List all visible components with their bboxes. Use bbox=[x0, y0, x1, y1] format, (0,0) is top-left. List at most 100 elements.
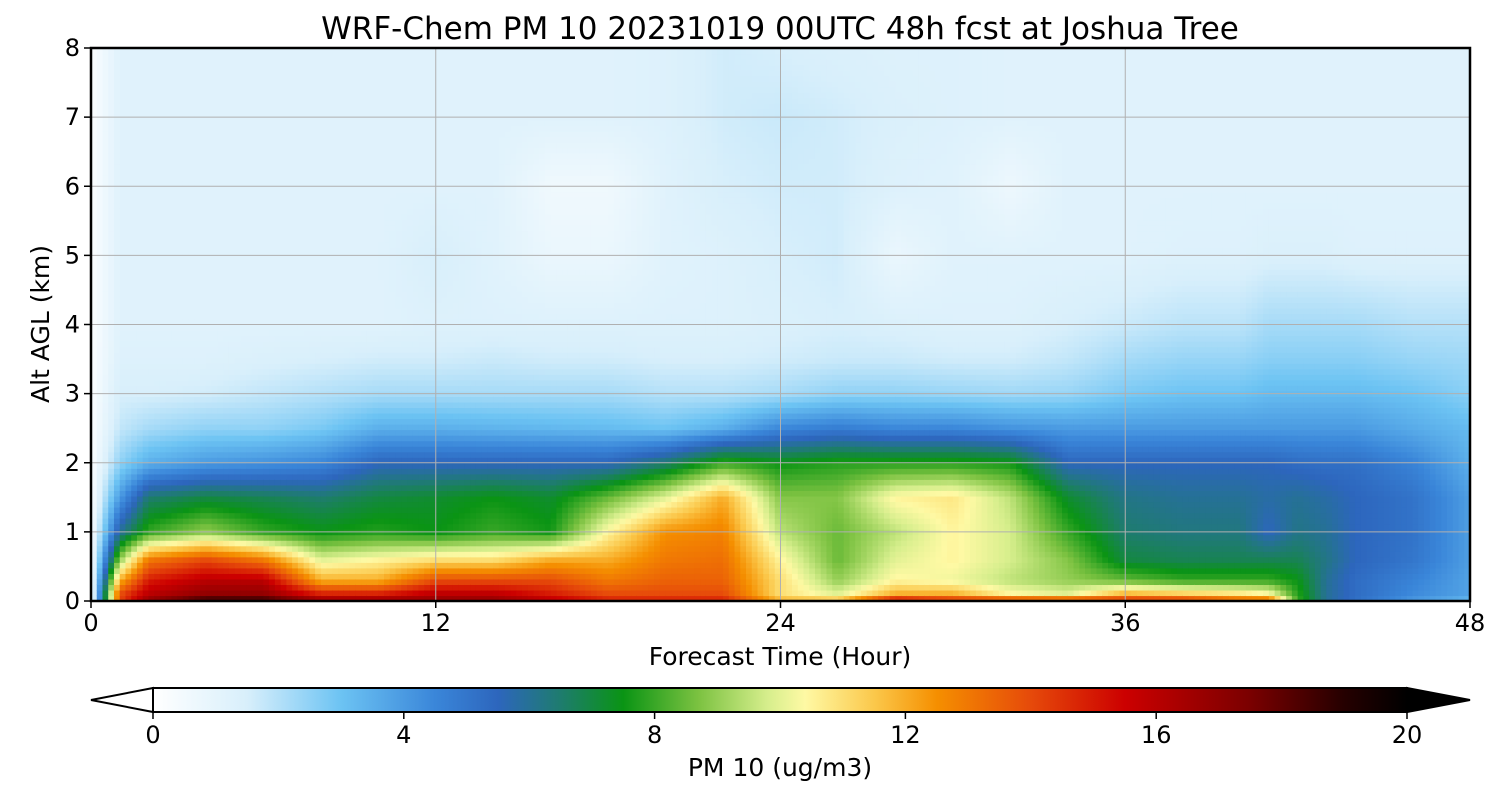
heatmap-cell bbox=[131, 413, 137, 419]
heatmap-cell bbox=[97, 490, 103, 496]
heatmap-cell bbox=[120, 479, 126, 485]
heatmap-cell bbox=[166, 363, 172, 369]
heatmap-cell bbox=[120, 474, 126, 480]
heatmap-cell bbox=[137, 219, 143, 225]
heatmap-cell bbox=[148, 341, 154, 347]
heatmap-cell bbox=[131, 302, 137, 308]
heatmap-cell bbox=[171, 452, 177, 458]
heatmap-cell bbox=[131, 313, 137, 319]
heatmap-cell bbox=[108, 258, 114, 264]
heatmap-cell bbox=[166, 92, 172, 98]
heatmap-cell bbox=[137, 225, 143, 231]
heatmap-cell bbox=[177, 125, 183, 131]
heatmap-cell bbox=[148, 214, 154, 220]
heatmap-cell bbox=[154, 125, 160, 131]
heatmap-cell bbox=[183, 358, 189, 364]
heatmap-cell bbox=[120, 452, 126, 458]
heatmap-cell bbox=[114, 579, 120, 585]
heatmap-cell bbox=[108, 446, 114, 452]
heatmap-cell bbox=[183, 396, 189, 402]
heatmap-cell bbox=[120, 468, 126, 474]
heatmap-cell bbox=[171, 374, 177, 380]
heatmap-cell bbox=[183, 413, 189, 419]
heatmap-cell bbox=[102, 109, 108, 115]
heatmap-cell bbox=[154, 446, 160, 452]
heatmap-cell bbox=[160, 170, 166, 176]
heatmap-cell bbox=[102, 430, 108, 436]
heatmap-cell bbox=[154, 308, 160, 314]
heatmap-cell bbox=[137, 109, 143, 115]
heatmap-cell bbox=[125, 247, 131, 253]
heatmap-cell bbox=[160, 192, 166, 198]
heatmap-cell bbox=[143, 524, 149, 530]
heatmap-cell bbox=[137, 430, 143, 436]
heatmap-cell bbox=[97, 468, 103, 474]
heatmap-cell bbox=[148, 369, 154, 375]
heatmap-cell bbox=[148, 291, 154, 297]
heatmap-cell bbox=[97, 286, 103, 292]
heatmap-cell bbox=[137, 203, 143, 209]
heatmap-cell bbox=[114, 92, 120, 98]
heatmap-cell bbox=[160, 507, 166, 513]
heatmap-cell bbox=[171, 557, 177, 563]
heatmap-cell bbox=[143, 291, 149, 297]
heatmap-cell bbox=[143, 336, 149, 342]
heatmap-cell bbox=[108, 551, 114, 557]
heatmap-cell bbox=[154, 286, 160, 292]
heatmap-cell bbox=[154, 336, 160, 342]
heatmap-cell bbox=[102, 562, 108, 568]
heatmap-cell bbox=[131, 92, 137, 98]
heatmap-cell bbox=[131, 120, 137, 126]
heatmap-cell bbox=[114, 330, 120, 336]
heatmap-cell bbox=[166, 474, 172, 480]
heatmap-cell bbox=[148, 236, 154, 242]
heatmap-cell bbox=[102, 330, 108, 336]
heatmap-cell bbox=[108, 518, 114, 524]
heatmap-cell bbox=[183, 65, 189, 71]
heatmap-cell bbox=[137, 208, 143, 214]
heatmap-cell bbox=[120, 507, 126, 513]
heatmap-cell bbox=[131, 341, 137, 347]
heatmap-cell bbox=[125, 590, 131, 596]
heatmap-cell bbox=[154, 65, 160, 71]
heatmap-cell bbox=[154, 584, 160, 590]
heatmap-cell bbox=[97, 258, 103, 264]
heatmap-cell bbox=[125, 441, 131, 447]
heatmap-cell bbox=[189, 468, 195, 474]
heatmap-cell bbox=[166, 65, 172, 71]
heatmap-cell bbox=[177, 557, 183, 563]
heatmap-cell bbox=[171, 424, 177, 430]
heatmap-cell bbox=[154, 264, 160, 270]
heatmap-cell bbox=[160, 313, 166, 319]
heatmap-cell bbox=[114, 264, 120, 270]
heatmap-cell bbox=[97, 225, 103, 231]
heatmap-cell bbox=[97, 441, 103, 447]
heatmap-cell bbox=[120, 341, 126, 347]
heatmap-cell bbox=[114, 336, 120, 342]
heatmap-cell bbox=[148, 297, 154, 303]
heatmap-cell bbox=[125, 164, 131, 170]
heatmap-cell bbox=[166, 286, 172, 292]
heatmap-cell bbox=[114, 430, 120, 436]
heatmap-cell bbox=[131, 247, 137, 253]
heatmap-cell bbox=[97, 369, 103, 375]
heatmap-cell bbox=[189, 385, 195, 391]
heatmap-cell bbox=[137, 136, 143, 142]
heatmap-cell bbox=[114, 402, 120, 408]
heatmap-cell bbox=[137, 441, 143, 447]
heatmap-cell bbox=[125, 424, 131, 430]
heatmap-cell bbox=[102, 230, 108, 236]
heatmap-cell bbox=[143, 590, 149, 596]
heatmap-cell bbox=[171, 407, 177, 413]
heatmap-cell bbox=[154, 463, 160, 469]
heatmap-cell bbox=[131, 518, 137, 524]
heatmap-cell bbox=[137, 551, 143, 557]
heatmap-cell bbox=[97, 413, 103, 419]
heatmap-cell bbox=[97, 385, 103, 391]
heatmap-cell bbox=[148, 557, 154, 563]
heatmap-cell bbox=[114, 247, 120, 253]
heatmap-cell bbox=[120, 159, 126, 165]
heatmap-cell bbox=[183, 568, 189, 574]
heatmap-cell bbox=[189, 402, 195, 408]
heatmap-cell bbox=[166, 535, 172, 541]
